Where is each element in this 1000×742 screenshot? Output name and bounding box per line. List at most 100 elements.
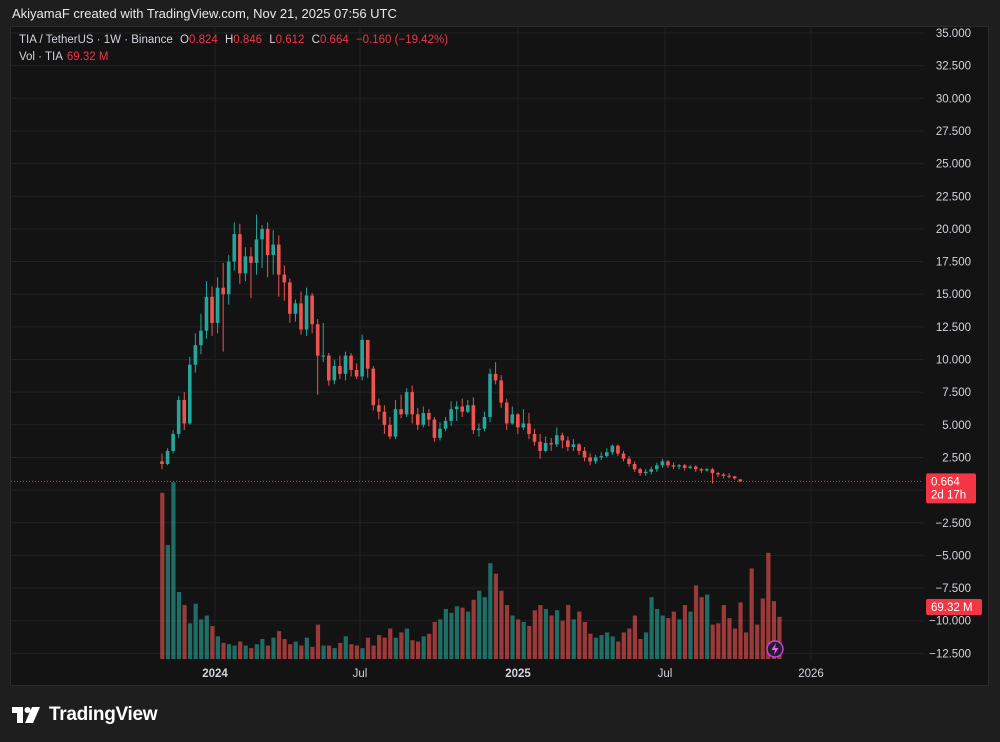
volume-bar [616,641,621,659]
volume-bar [493,573,498,659]
candle-body [738,479,743,482]
candle-body [288,282,292,314]
volume-bar [226,644,232,659]
volume-bar [610,636,615,659]
volume-bar [627,628,632,659]
volume-bar [449,612,454,659]
candle-body [315,324,320,356]
candle-body [382,411,387,425]
candle-body [188,364,192,424]
candlestick-chart[interactable]: 35.000 32.500 30.000 27.500 25.000 22.500 20.0… [11,27,988,685]
high-label: H [224,34,234,46]
price-axis-tick: −2.500 [936,518,972,530]
candle-body [510,414,515,424]
volume-bar [310,646,315,659]
candle-body [560,435,565,441]
volume-bar [471,599,476,659]
candle-body [427,413,431,420]
candle-body [621,453,626,459]
candle-body [210,296,214,323]
candle-body [415,414,420,425]
volume-bar [554,610,560,659]
tradingview-logo[interactable]: TradingView [12,704,158,726]
candle-body [243,256,248,274]
volume-bar [176,591,182,659]
candle-body [616,445,620,454]
volume-legend: Vol · TIA 69.32 M [19,51,108,63]
volume-bar [543,608,549,659]
volume-axis-label: 69.32 M [931,602,973,614]
candle-body [632,463,637,470]
price-axis-tick: 7.500 [942,387,971,399]
volume-bar [532,610,537,659]
time-axis-label: Jul [353,668,368,680]
candle-body [321,355,326,357]
volume-bar [199,619,204,659]
candle-body [532,433,537,442]
volume-bar [249,648,254,659]
candle-body [193,345,198,365]
candle-body [393,409,398,437]
volume-bar [354,645,359,659]
volume-bar [338,642,343,659]
volume-bar [538,605,543,659]
candle-body [527,423,531,434]
candle-body [516,414,520,428]
candle-body [588,457,592,462]
volume-bar [660,615,665,659]
symbol-label[interactable]: TIA / TetherUS · 1W · Binance [19,34,173,46]
volume-bar [666,618,671,659]
volume-bar [276,631,282,659]
low-value: 0.612 [275,34,305,46]
candle-body [504,402,509,424]
candle-body [466,405,470,412]
price-axis-tick: 17.500 [936,257,971,269]
candle-body [643,471,648,474]
volume-bar [438,619,443,659]
volume-bar [365,637,371,659]
volume-bar [510,615,515,659]
open-value: 0.824 [188,34,218,46]
volume-bar [727,618,732,659]
candle-body [571,444,576,448]
volume-bar [705,594,710,659]
volume-bar [165,544,170,659]
candle-body [666,461,670,466]
volume-label[interactable]: Vol · TIA [19,51,63,63]
candle-body [732,476,737,479]
candle-body [638,469,642,474]
candle-body [276,244,281,275]
candle-body [460,406,465,412]
volume-bar [710,624,715,659]
volume-bar [566,605,571,659]
volume-bar [243,645,248,659]
candle-body [282,274,287,283]
volume-bar [699,597,704,659]
chart-panel[interactable]: 35.000 32.500 30.000 27.500 25.000 22.500 20.0… [10,26,989,686]
volume-bar [599,635,604,659]
volume-bar [738,602,743,659]
header-text: AkiyamaF created with TradingView.com, N… [12,6,397,21]
candle-body [260,228,264,240]
candle-body [204,296,209,331]
price-axis-tick: 5.000 [942,420,971,432]
candle-body [727,475,731,477]
price-axis-tick: 20.000 [936,224,971,236]
price-axis-tick: −10.000 [929,616,971,628]
candle-body [254,239,259,263]
chart-header: AkiyamaF created with TradingView.com, N… [0,0,1000,26]
candle-body [238,234,242,274]
candle-body [160,461,164,464]
footer: TradingView [0,686,1000,742]
candle-body [171,433,175,451]
volume-bar [288,644,293,659]
candle-body [554,435,559,445]
candle-body [471,405,476,431]
volume-bar [477,590,482,659]
candle-body [682,465,687,468]
candle-body [710,469,715,474]
low-label: L [269,34,276,46]
volume-bar [638,638,643,659]
price-axis-tick: −5.000 [936,550,972,562]
candle-body [605,452,609,457]
